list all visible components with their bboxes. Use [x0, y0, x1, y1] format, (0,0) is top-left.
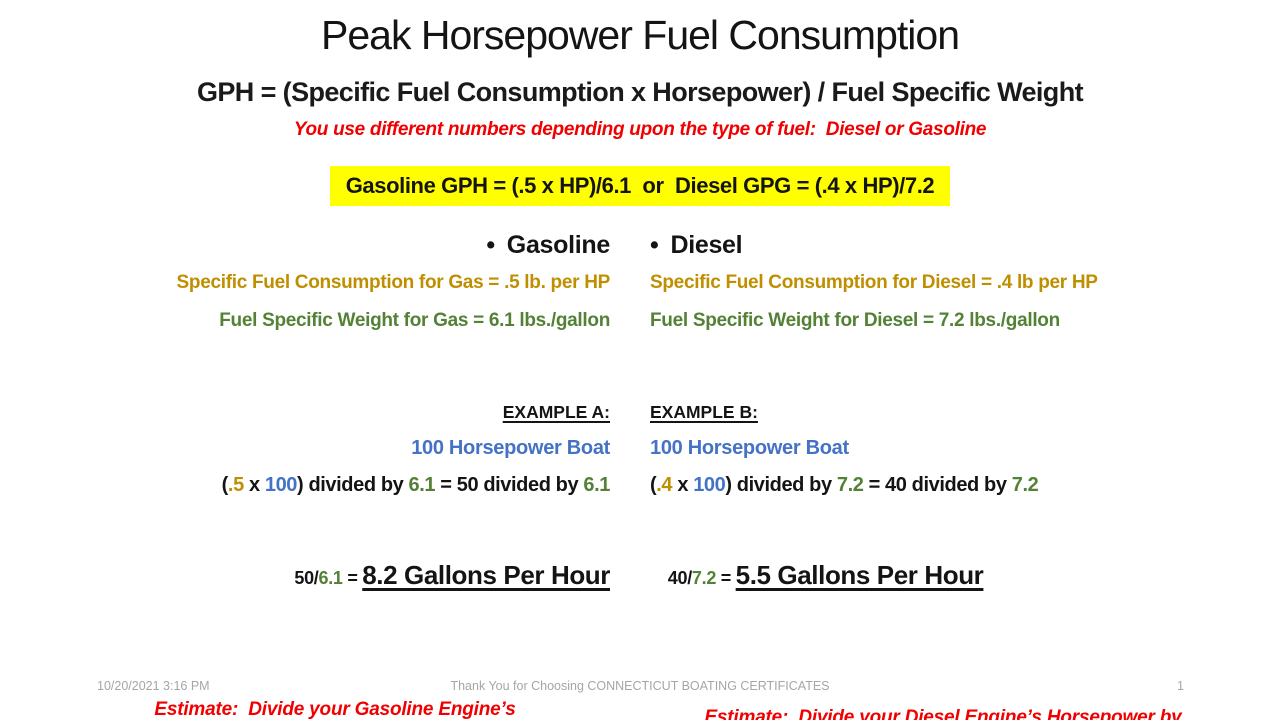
math-segment: 7.2 — [1011, 474, 1039, 496]
gasoline-column: • Gasoline Specific Fuel Consumption for … — [60, 226, 610, 720]
fuel-type-note: You use different numbers depending upon… — [293, 119, 987, 140]
gasoline-bullet-item: • Gasoline — [60, 226, 610, 264]
math-segment: 7.2 — [836, 474, 864, 496]
gasoline-estimate-line1: Estimate: Divide your Gasoline Engine’s — [154, 699, 516, 720]
spacer — [60, 340, 610, 395]
example-b-label: EXAMPLE B: — [650, 402, 758, 422]
diesel-bullet-item: • Diesel — [650, 226, 1236, 264]
bullet-icon: • — [486, 231, 495, 259]
bullet-icon: • — [650, 231, 659, 259]
math-segment: = — [342, 568, 363, 588]
diesel-math-line: (.4 x 100) divided by 7.2 = 40 divided b… — [650, 467, 1236, 503]
diesel-result-value: 5.5 Gallons Per Hour — [735, 560, 984, 590]
diesel-result-prefix: 40/7.2 = — [668, 568, 736, 588]
gasoline-heading: Gasoline — [506, 231, 611, 259]
gasoline-boat-line: 100 Horsepower Boat — [411, 437, 610, 459]
highlight-row: Gasoline GPH = (.5 x HP)/6.1 or Diesel G… — [0, 166, 1280, 206]
diesel-estimate-note: Estimate: Divide your Diesel Engine’s Ho… — [650, 704, 1236, 720]
math-segment: 6.1 — [318, 568, 343, 588]
footer-datetime: 10/20/2021 3:16 PM — [97, 679, 210, 693]
footer-page-number: 1 — [1177, 679, 1184, 693]
diesel-fsw-line: Fuel Specific Weight for Diesel = 7.2 lb… — [650, 310, 1060, 331]
math-segment: = — [716, 568, 736, 588]
math-segment: 7.2 — [691, 568, 717, 588]
math-segment: 40/ — [667, 568, 692, 588]
math-segment: = 40 divided by — [863, 474, 1012, 496]
math-segment: x — [243, 474, 265, 496]
slide-title: Peak Horsepower Fuel Consumption — [321, 12, 960, 58]
gasoline-sfc-line: Specific Fuel Consumption for Gas = .5 l… — [176, 272, 611, 293]
math-segment: ( — [650, 474, 657, 496]
math-segment: .5 — [227, 474, 244, 496]
math-segment: 100 — [264, 474, 298, 496]
math-segment: ) divided by — [297, 474, 409, 496]
spacer — [650, 340, 1236, 395]
gasoline-result-line: 50/6.1 = 8.2 Gallons Per Hour — [60, 503, 610, 652]
diesel-estimate-line1: Estimate: Divide your Diesel Engine’s Ho… — [704, 707, 1182, 720]
formula-subtitle: GPH = (Specific Fuel Consumption x Horse… — [197, 77, 1084, 107]
math-segment: x — [672, 474, 694, 496]
gasoline-result-prefix: 50/6.1 = — [294, 568, 362, 588]
math-segment: ( — [221, 474, 229, 496]
gasoline-math-line: (.5 x 100) divided by 6.1 = 50 divided b… — [60, 467, 611, 503]
gasoline-result-value: 8.2 Gallons Per Hour — [362, 560, 610, 590]
diesel-column: • Diesel Specific Fuel Consumption for Di… — [650, 226, 1236, 720]
diesel-result-line: 40/7.2 = 5.5 Gallons Per Hour — [650, 503, 1236, 652]
math-segment: 50/ — [294, 568, 319, 588]
diesel-heading: Diesel — [670, 231, 743, 259]
diesel-boat-line: 100 Horsepower Boat — [650, 437, 849, 459]
formula-highlight-box: Gasoline GPH = (.5 x HP)/6.1 or Diesel G… — [329, 166, 951, 206]
math-segment: .4 — [656, 474, 673, 496]
math-segment: = 50 divided by — [435, 474, 584, 496]
footer-message: Thank You for Choosing CONNECTICUT BOATI… — [450, 679, 830, 693]
math-segment: ) divided by — [725, 474, 837, 496]
gasoline-estimate-note: Estimate: Divide your Gasoline Engine’s … — [60, 696, 610, 720]
math-segment: 6.1 — [408, 474, 436, 496]
math-segment: 6.1 — [583, 474, 610, 496]
gasoline-fsw-line: Fuel Specific Weight for Gas = 6.1 lbs./… — [219, 310, 610, 331]
math-segment: 100 — [693, 474, 726, 496]
diesel-sfc-line: Specific Fuel Consumption for Diesel = .… — [650, 272, 1098, 293]
example-a-label: EXAMPLE A: — [502, 402, 610, 422]
